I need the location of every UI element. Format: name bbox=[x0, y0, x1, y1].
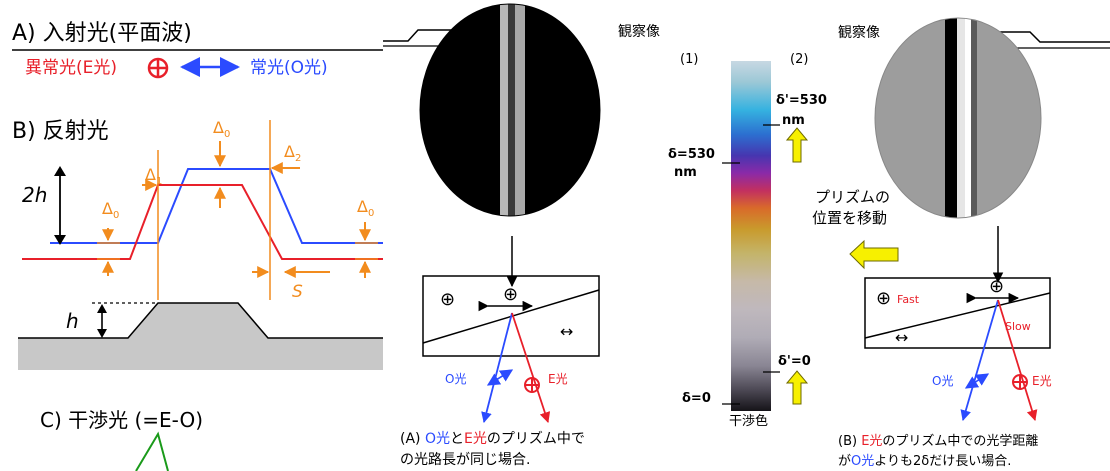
e-polarization-cross-icon-b bbox=[1012, 374, 1028, 390]
interference-color-bar bbox=[731, 61, 771, 411]
o-ray-label-a: O光 bbox=[445, 372, 466, 386]
sample-surface bbox=[18, 303, 383, 370]
delta-530-unit: nm bbox=[674, 165, 697, 180]
o-ray-label-b: O光 bbox=[932, 374, 953, 388]
up-arrow-icon-lower bbox=[785, 370, 809, 405]
delta-prime-530-label: δ'=530 bbox=[776, 93, 827, 108]
delta-prime-530-unit: nm bbox=[782, 113, 805, 128]
observed-image-a bbox=[420, 4, 600, 216]
caption-a-line2: の光路長が同じ場合. bbox=[400, 452, 530, 468]
e-polarization-cross-icon-a bbox=[524, 377, 540, 393]
observed-image-b bbox=[875, 18, 1041, 218]
svg-text:Δ1: Δ1 bbox=[145, 165, 162, 187]
e-light-label: 異常光(E光) bbox=[25, 58, 117, 78]
o-ray-b bbox=[960, 299, 999, 422]
left-arrow-icon bbox=[849, 239, 899, 270]
up-arrow-icon-upper bbox=[785, 127, 809, 163]
svg-text:Δ0: Δ0 bbox=[213, 118, 230, 140]
e-light-cross-symbol bbox=[147, 57, 169, 79]
move-note-line1: プリズムの bbox=[815, 188, 890, 206]
o-light-wavefront bbox=[50, 168, 383, 244]
svg-text:Δ0: Δ0 bbox=[102, 199, 119, 221]
o-ray-a bbox=[481, 312, 513, 424]
observed-image-label-b: 観察像 bbox=[838, 24, 880, 41]
cross-icon-a1: ⊕ bbox=[440, 289, 455, 310]
o-polarization-icon-b bbox=[964, 373, 990, 389]
fast-label: Fast bbox=[897, 293, 920, 306]
caption-a-line1: (A) O光とE光のプリズム中で bbox=[400, 431, 585, 447]
label-2h: 2h bbox=[22, 183, 47, 207]
panel-b-observation: 観察像 ⊕ Fast ⊕ ↔ Slow O光 E光 (B) E光のプリズム bbox=[838, 17, 1110, 469]
section-c-title: C) 干渉光 (=E-O) bbox=[40, 408, 203, 432]
scale-label-1: (1) bbox=[680, 52, 698, 67]
scale-label-2: (2) bbox=[790, 52, 808, 67]
section-a-incident-light: A) 入射光(平面波) 異常光(E光) 常光(O光) bbox=[12, 21, 383, 79]
slow-label: Slow bbox=[1005, 320, 1031, 333]
svg-text:Δ2: Δ2 bbox=[284, 142, 301, 164]
e-ray-label-b: E光 bbox=[1032, 374, 1052, 388]
e-ray-label-a: E光 bbox=[548, 372, 568, 386]
section-a-title: A) 入射光(平面波) bbox=[12, 21, 192, 46]
prism-box-b bbox=[864, 277, 1051, 349]
interference-color-caption: 干渉色 bbox=[729, 413, 768, 429]
prism-box-a bbox=[422, 275, 600, 357]
e-light-wavefront bbox=[22, 184, 383, 260]
double-arrow-icon-b2: ↔ bbox=[895, 328, 908, 347]
delta0-right-marker: Δ0 bbox=[355, 197, 378, 278]
e-ray-a bbox=[511, 312, 551, 424]
panel-a-observation: 観察像 ⊕ ⊕ ↔ O光 E光 (A) O光とE光のプリズム中で の光路長が bbox=[383, 3, 660, 468]
delta0-left-marker: Δ0 bbox=[97, 199, 120, 276]
delta2-marker: Δ2 bbox=[269, 120, 301, 300]
caption-b-line2: がO光よりも2δだけ長い場合. bbox=[838, 454, 1011, 469]
o-polarization-icon-a bbox=[486, 369, 514, 386]
section-b-reflected-light: B) 反射光 2h Δ0 Δ1 Δ0 bbox=[12, 118, 383, 370]
svg-text:Δ0: Δ0 bbox=[357, 197, 374, 219]
profile-sketch-b bbox=[1000, 31, 1110, 43]
svg-text:S: S bbox=[292, 282, 303, 302]
delta-prime-0-label: δ'=0 bbox=[778, 354, 811, 369]
delta-0-label: δ=0 bbox=[682, 391, 711, 406]
section-b-title: B) 反射光 bbox=[12, 119, 109, 144]
caption-b-line1: (B) E光のプリズム中での光学距離 bbox=[838, 433, 1038, 449]
delta0-top-marker: Δ0 bbox=[213, 118, 230, 208]
prism-interface-b bbox=[864, 292, 1051, 339]
double-arrow-icon-a2: ↔ bbox=[560, 322, 573, 341]
cross-icon-b2: ⊕ bbox=[989, 276, 1004, 297]
section-c-interference-light: C) 干渉光 (=E-O) bbox=[40, 408, 203, 471]
label-h: h bbox=[66, 309, 79, 333]
move-prism-note: プリズムの 位置を移動 bbox=[812, 188, 899, 270]
delta1-marker: Δ1 bbox=[142, 150, 162, 300]
interference-peak bbox=[135, 431, 169, 471]
e-ray-b bbox=[997, 299, 1038, 422]
o-light-label: 常光(O光) bbox=[250, 58, 328, 78]
observed-image-label-a: 観察像 bbox=[618, 23, 660, 40]
cross-icon-a2: ⊕ bbox=[503, 284, 518, 305]
cross-icon-b1: ⊕ bbox=[876, 288, 891, 309]
interference-color-scale: (1) (2) δ=530 nm δ'=530 nm δ'=0 δ=0 干渉色 bbox=[668, 52, 827, 429]
delta-530-label: δ=530 bbox=[668, 147, 715, 162]
shift-s-marker: S bbox=[252, 266, 330, 302]
move-note-line2: 位置を移動 bbox=[812, 209, 887, 227]
